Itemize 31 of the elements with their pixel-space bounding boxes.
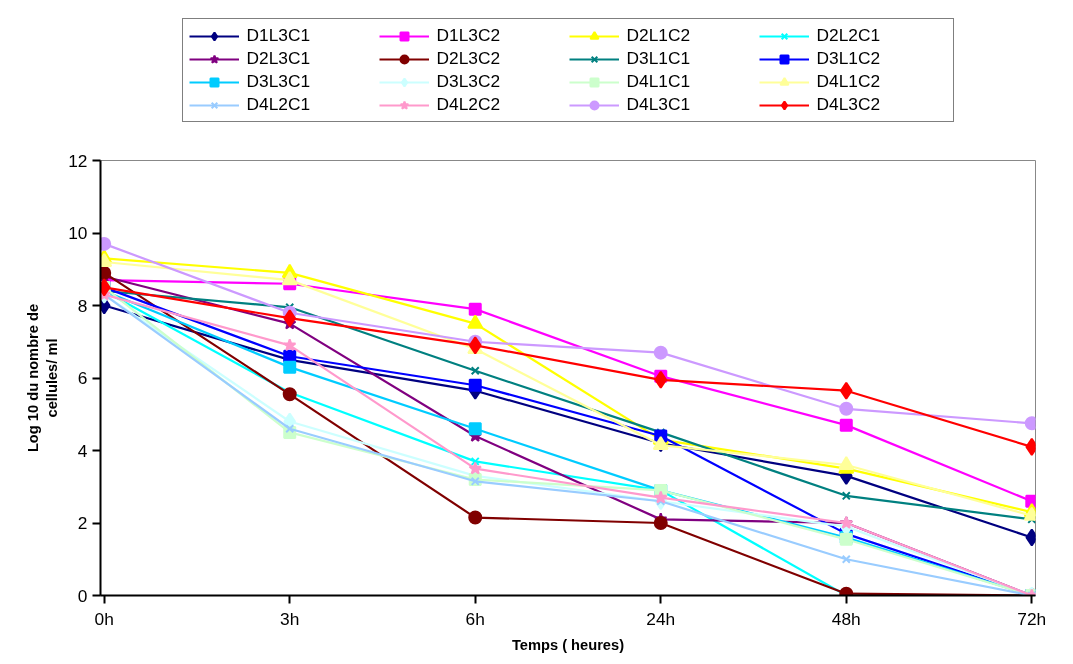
y-tick-label: 0 — [77, 585, 88, 606]
x-axis-title: Temps ( heures) — [511, 636, 625, 653]
y-tick-label: 12 — [68, 150, 88, 171]
x-tick-label: 6h — [465, 608, 485, 629]
y-tick-label: 6 — [77, 368, 88, 388]
legend-label: D4L1C1 — [626, 71, 692, 92]
legend-label: D4L3C2 — [816, 94, 882, 115]
legend-label: D4L1C2 — [816, 71, 882, 92]
legend-label: D4L3C1 — [626, 94, 692, 115]
legend-label: D4L2C1 — [246, 94, 312, 115]
legend-label: D1L3C2 — [436, 25, 502, 46]
y-tick-label: 2 — [77, 513, 88, 533]
x-tick-label: 48h — [831, 608, 861, 629]
legend-label: D3L1C1 — [626, 48, 692, 69]
legend-label: D2L3C2 — [436, 48, 502, 69]
y-tick-label: 4 — [77, 440, 88, 461]
legend-label: D2L1C2 — [626, 25, 692, 46]
legend-label: D3L3C1 — [246, 71, 312, 92]
x-tick-label: 3h — [280, 608, 300, 629]
legend-label: D4L2C2 — [436, 94, 502, 115]
y-tick-label: 8 — [77, 295, 88, 316]
x-tick-label: 72h — [1017, 608, 1047, 629]
legend-label: D2L2C1 — [816, 25, 882, 46]
x-tick-label: 0h — [94, 608, 114, 629]
legend-label: D3L3C2 — [436, 71, 502, 92]
y-tick-label: 10 — [68, 223, 88, 243]
legend-label: D2L3C1 — [246, 48, 312, 69]
x-tick-label: 24h — [646, 608, 676, 629]
y-axis-title: Log 10 du nombre de cellules/ ml — [25, 303, 61, 453]
legend-label: D1L3C1 — [246, 25, 312, 46]
legend-label: D3L1C2 — [816, 48, 882, 69]
